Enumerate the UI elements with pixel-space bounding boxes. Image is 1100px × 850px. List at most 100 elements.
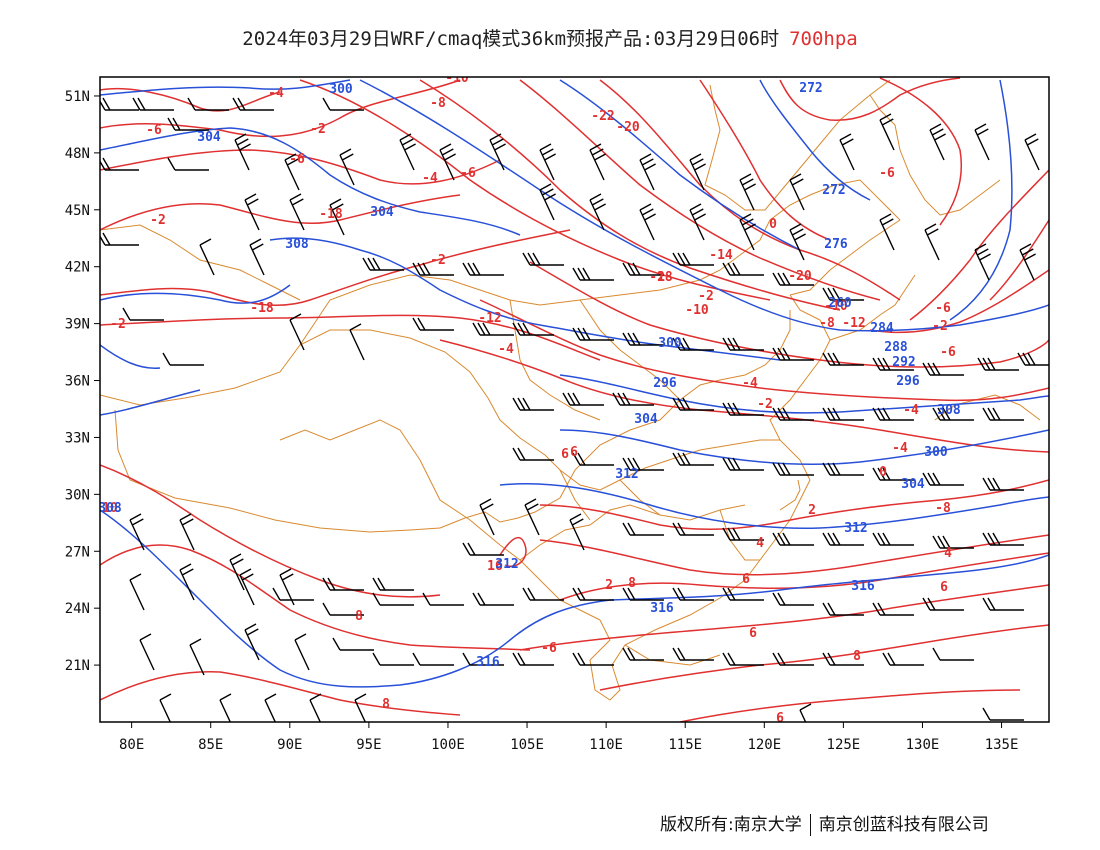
height-contour-line [100, 389, 201, 416]
isotherm-line [699, 79, 831, 241]
wind-barb [122, 307, 164, 321]
wind-barb [772, 652, 814, 666]
border-line [299, 274, 701, 346]
lon-tick-label: 100E [431, 737, 465, 753]
isotherm-label: 10 [102, 501, 118, 516]
wind-barb [772, 407, 814, 421]
geopotential-height-contours [100, 79, 1049, 688]
wind-barb [167, 117, 209, 131]
wind-barb [372, 577, 414, 591]
wind-barb [539, 183, 556, 221]
wind-barb [622, 647, 664, 661]
wind-barb [234, 133, 251, 171]
wind-barb [462, 652, 504, 666]
height-labels: 300 2723043043082722763002602842882922962… [100, 81, 961, 670]
wind-barb [309, 693, 322, 722]
isotherm-label: -2 [430, 253, 446, 268]
isotherm-label: 0 [769, 217, 777, 232]
wind-barb [622, 262, 664, 276]
border-line [769, 294, 831, 481]
isotherm-label: -6 [460, 166, 476, 181]
wind-barb [922, 362, 964, 376]
wind-barb [977, 357, 1019, 371]
wind-barb [672, 647, 714, 661]
wind-barb [512, 447, 554, 461]
isotherm-line [439, 339, 1049, 453]
wind-barb [772, 532, 814, 546]
isotherm-label: -10 [824, 299, 848, 314]
border-line [100, 224, 301, 301]
wind-barb [472, 322, 514, 336]
wind-barb [354, 693, 367, 722]
isotherm-line [100, 229, 571, 307]
border-line [934, 394, 1041, 421]
wind-barb [672, 252, 714, 266]
wind-barb [512, 652, 554, 666]
height-contour-label: 284 [870, 321, 894, 336]
height-contour-line [559, 374, 1049, 414]
height-contour-line [100, 79, 351, 96]
wind-barb [822, 602, 864, 616]
wind-barb [622, 457, 664, 471]
isotherm-label: 6 [561, 447, 569, 462]
wind-barb [622, 332, 664, 346]
isotherm-label: -4 [742, 376, 758, 391]
wind-barb [572, 452, 614, 466]
wind-barb [982, 707, 1024, 721]
wind-barb [722, 457, 764, 471]
isotherm-label: -10 [685, 303, 709, 318]
isotherm-label: 2 [657, 270, 665, 285]
lat-tick-label: 24N [65, 601, 90, 617]
wind-barb [879, 213, 895, 251]
wind-barb [872, 532, 914, 546]
isotherm-line [100, 544, 531, 651]
lat-tick-label: 36N [65, 374, 90, 390]
isotherm-label: -4 [422, 171, 438, 186]
isotherm-label: 6 [742, 572, 750, 587]
wind-barb [839, 133, 855, 171]
copyright-footer: 版权所有:南京大学 南京创蓝科技有限公司 [660, 810, 989, 836]
wind-barb [422, 592, 464, 606]
wind-barb [412, 262, 454, 276]
wind-barb [982, 597, 1024, 611]
wind-barb [372, 652, 414, 666]
wind-barb [982, 532, 1024, 546]
wind-barb [739, 173, 756, 211]
height-contour-label: 304 [901, 477, 925, 492]
isotherm-label: -4 [903, 403, 919, 418]
height-contour-label: 272 [822, 183, 845, 198]
wind-barb [672, 522, 714, 536]
wind-barb [572, 267, 614, 281]
border-line [619, 479, 661, 516]
height-contour-line [100, 509, 401, 688]
wind-barb [974, 243, 991, 281]
wind-barb [512, 322, 554, 336]
wind-barb [672, 587, 714, 601]
wind-barb [329, 198, 345, 236]
isotherm-label: -18 [649, 270, 673, 285]
wind-barb [479, 498, 495, 536]
isotherm-label: 8 [853, 649, 861, 664]
wind-barb [129, 513, 145, 551]
wind-barb [772, 462, 814, 476]
wind-barb [187, 97, 229, 111]
isotherm-label: 4 [944, 546, 952, 561]
wind-barbs [100, 97, 1049, 722]
isotherm-label: -20 [616, 120, 640, 135]
isotherm-label: -6 [879, 166, 895, 181]
height-contour-label: 276 [824, 237, 848, 252]
border-line [509, 299, 601, 421]
wind-barb [189, 638, 205, 676]
height-contour-label: 316 [650, 601, 674, 616]
border-line [699, 179, 901, 281]
isotherm-line [879, 77, 963, 226]
height-contour-label: 300 [329, 82, 353, 97]
wind-barb [322, 602, 364, 616]
wind-barb [239, 568, 255, 606]
wind-barb [932, 647, 974, 661]
isotherm-line [599, 79, 901, 301]
isotherm-line [499, 536, 527, 567]
isotherm-line [100, 194, 461, 231]
wind-barb [522, 252, 564, 266]
map-frame [99, 76, 1050, 723]
